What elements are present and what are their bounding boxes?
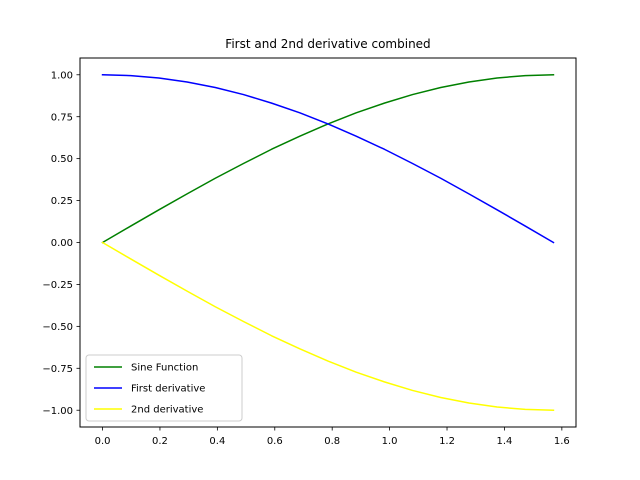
y-tick-label: −0.50 [42, 322, 73, 333]
series-line-first-derivative [101, 73, 555, 244]
y-tick-label: 1.00 [51, 70, 73, 81]
legend-label-2nd-derivative: 2nd derivative [131, 405, 203, 416]
x-tick-label: 0.8 [324, 436, 340, 447]
y-tick-label: 0.50 [51, 154, 73, 165]
x-axis: 0.0 0.2 0.4 0.6 0.8 1.0 1.2 1.4 1.6 [95, 427, 570, 447]
y-tick-label: −0.25 [42, 280, 73, 291]
x-tick-label: 1.4 [496, 436, 512, 447]
x-tick-label: 1.6 [554, 436, 570, 447]
y-tick-label: −0.75 [42, 364, 73, 375]
x-tick-label: 1.2 [439, 436, 455, 447]
y-tick-label: 0.25 [51, 196, 73, 207]
x-tick-label: 0.2 [152, 436, 168, 447]
x-tick-label: 0.4 [209, 436, 225, 447]
x-tick-label: 1.0 [382, 436, 398, 447]
plot-lines [101, 73, 555, 412]
legend-label-first-derivative: First derivative [131, 384, 205, 395]
y-tick-label: −1.00 [42, 406, 73, 417]
chart-title: First and 2nd derivative combined [225, 37, 430, 51]
legend-box [85, 354, 243, 422]
x-tick-label: 0.0 [95, 436, 111, 447]
legend-label-sine-function: Sine Function [131, 363, 198, 374]
legend: Sine Function First derivative 2nd derivat… [85, 354, 243, 422]
series-line-2nd-derivative [101, 241, 555, 412]
x-tick-label: 0.6 [267, 436, 283, 447]
y-tick-label: 0.75 [51, 112, 73, 123]
plot-frame [79, 57, 577, 428]
y-axis: 1.00 0.75 0.50 0.25 0.00 −0.25 −0.50 −0.75 −1.00 [42, 70, 80, 417]
y-tick-label: 0.00 [51, 238, 73, 249]
